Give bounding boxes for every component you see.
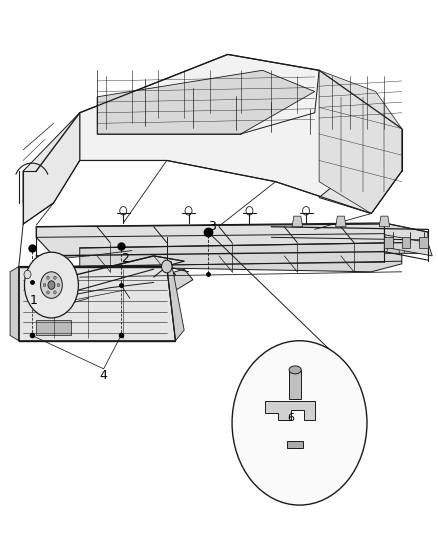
Text: 4: 4 [100, 369, 108, 382]
Circle shape [57, 284, 60, 287]
Circle shape [232, 341, 367, 505]
Polygon shape [80, 54, 402, 214]
Text: 2: 2 [121, 252, 129, 265]
Polygon shape [167, 261, 184, 341]
Polygon shape [289, 370, 301, 399]
Circle shape [41, 272, 62, 298]
Polygon shape [23, 113, 80, 224]
Circle shape [53, 291, 56, 294]
Polygon shape [402, 237, 410, 248]
Polygon shape [385, 235, 432, 256]
Circle shape [43, 284, 46, 287]
Circle shape [47, 291, 49, 294]
Polygon shape [80, 243, 402, 272]
Polygon shape [385, 223, 428, 253]
Text: 3: 3 [208, 220, 216, 233]
Polygon shape [387, 243, 399, 253]
Polygon shape [265, 401, 315, 420]
Circle shape [162, 260, 172, 273]
Circle shape [47, 276, 49, 279]
Polygon shape [19, 266, 176, 341]
Text: 5: 5 [330, 468, 338, 481]
Circle shape [24, 270, 31, 279]
Polygon shape [419, 237, 428, 248]
Polygon shape [319, 70, 402, 214]
Polygon shape [19, 266, 176, 285]
Circle shape [53, 276, 56, 279]
Polygon shape [379, 216, 390, 227]
Polygon shape [23, 139, 80, 203]
Polygon shape [287, 441, 303, 448]
Circle shape [48, 281, 55, 289]
Polygon shape [404, 243, 417, 253]
Polygon shape [319, 128, 402, 214]
Text: 6: 6 [287, 413, 294, 423]
Ellipse shape [289, 366, 301, 374]
Polygon shape [417, 243, 430, 253]
Polygon shape [385, 237, 393, 248]
Polygon shape [336, 216, 346, 227]
Polygon shape [36, 319, 71, 335]
Polygon shape [97, 70, 315, 134]
Text: 1: 1 [30, 294, 38, 308]
Polygon shape [292, 216, 303, 227]
Polygon shape [78, 256, 184, 290]
Polygon shape [36, 224, 402, 256]
Polygon shape [110, 269, 193, 296]
Polygon shape [10, 266, 19, 341]
Circle shape [25, 252, 78, 318]
